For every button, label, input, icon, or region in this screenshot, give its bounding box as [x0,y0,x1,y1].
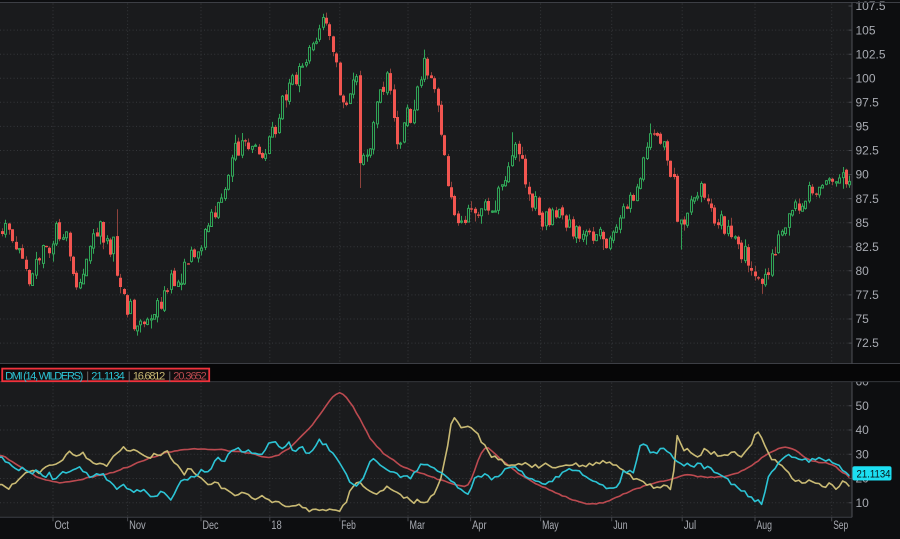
svg-text:95: 95 [856,120,870,134]
svg-text:|: | [86,370,89,382]
svg-text:|: | [128,370,131,382]
svg-text:85: 85 [856,216,870,230]
svg-text:102.5: 102.5 [856,47,886,61]
svg-text:Sep: Sep [833,520,848,532]
svg-text:Jul: Jul [684,520,697,532]
svg-text:Nov: Nov [129,520,146,532]
svg-text:Mar: Mar [410,520,426,532]
svg-text:|: | [168,370,171,382]
svg-text:Aug: Aug [757,520,773,532]
svg-text:10: 10 [856,496,870,510]
svg-text:100: 100 [856,71,876,85]
svg-text:21.1134: 21.1134 [91,371,124,383]
svg-text:40: 40 [856,423,870,437]
svg-text:75: 75 [856,312,870,326]
svg-text:92.5: 92.5 [856,144,880,158]
svg-text:107.5: 107.5 [856,0,886,13]
svg-text:87.5: 87.5 [856,192,880,206]
svg-text:16.6812: 16.6812 [133,371,165,383]
svg-text:Dec: Dec [203,520,219,532]
svg-text:72.5: 72.5 [856,336,880,350]
svg-text:20.3652: 20.3652 [173,371,206,383]
svg-text:May: May [542,520,559,532]
svg-text:90: 90 [856,168,870,182]
svg-text:77.5: 77.5 [856,288,880,302]
svg-text:DMI (14, WILDERS): DMI (14, WILDERS) [5,371,83,383]
svg-text:21.1134: 21.1134 [857,469,891,481]
svg-text:Oct: Oct [55,520,70,532]
svg-text:18: 18 [271,520,282,532]
svg-text:80: 80 [856,264,870,278]
svg-text:Feb: Feb [341,520,356,532]
svg-text:30: 30 [856,447,870,461]
svg-text:105: 105 [856,23,876,37]
svg-text:Jun: Jun [613,520,628,532]
svg-text:82.5: 82.5 [856,240,880,254]
svg-text:97.5: 97.5 [856,96,880,110]
svg-text:50: 50 [856,399,870,413]
svg-text:Apr: Apr [472,520,487,532]
